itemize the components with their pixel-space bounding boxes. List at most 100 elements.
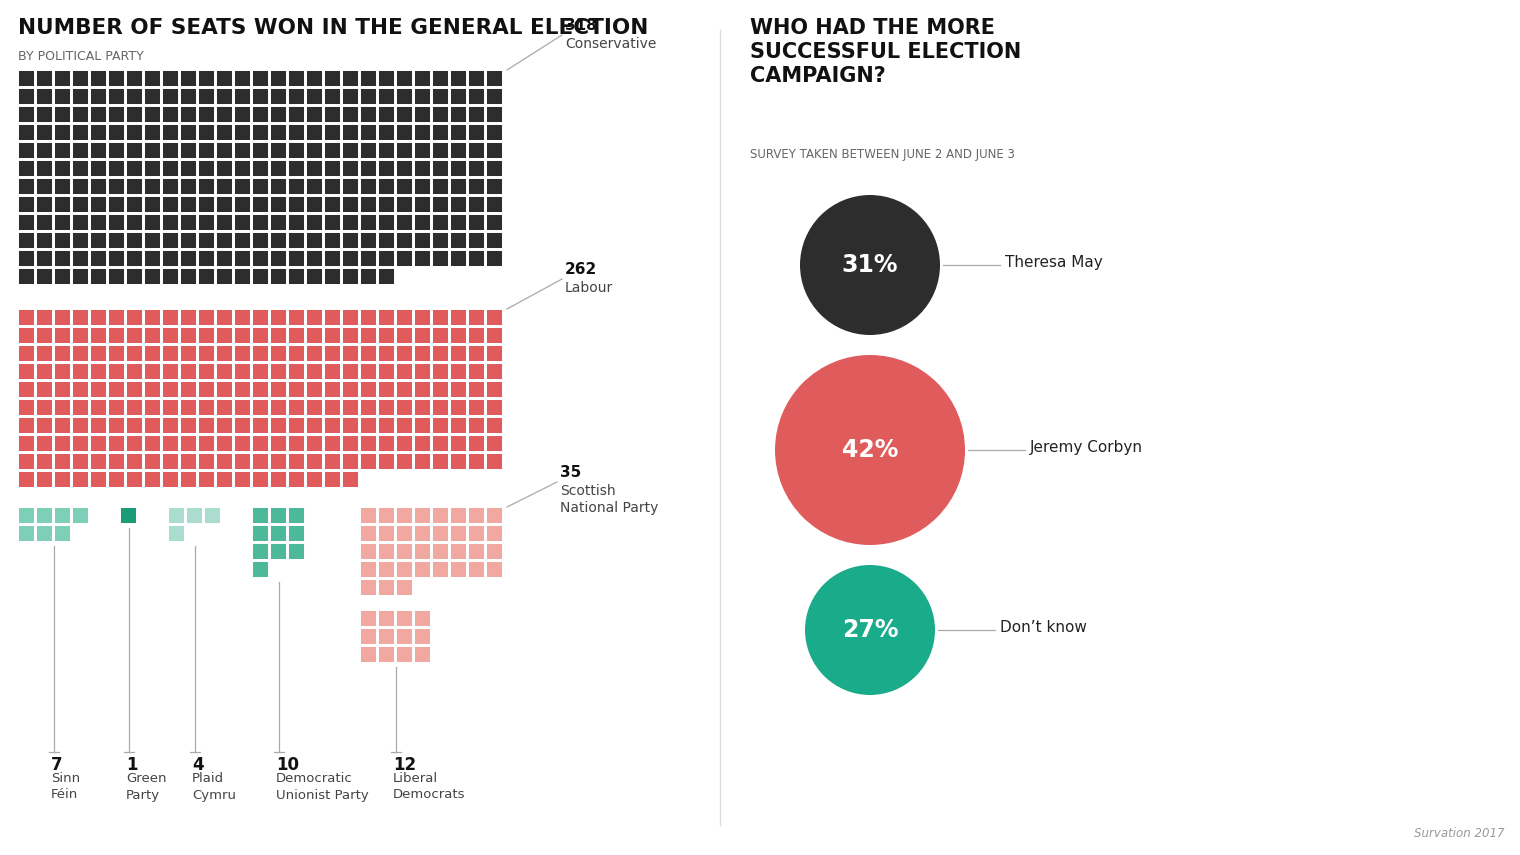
FancyBboxPatch shape [163, 453, 178, 469]
FancyBboxPatch shape [360, 543, 375, 559]
FancyBboxPatch shape [18, 453, 33, 469]
FancyBboxPatch shape [468, 453, 483, 469]
FancyBboxPatch shape [397, 453, 412, 469]
FancyBboxPatch shape [468, 160, 483, 176]
FancyBboxPatch shape [287, 525, 304, 541]
FancyBboxPatch shape [163, 417, 178, 433]
FancyBboxPatch shape [306, 327, 322, 343]
FancyBboxPatch shape [108, 232, 125, 248]
FancyBboxPatch shape [397, 579, 412, 595]
FancyBboxPatch shape [71, 471, 88, 487]
FancyBboxPatch shape [324, 160, 340, 176]
FancyBboxPatch shape [36, 142, 52, 158]
FancyBboxPatch shape [216, 232, 233, 248]
FancyBboxPatch shape [179, 106, 196, 122]
FancyBboxPatch shape [271, 471, 286, 487]
Text: 35: 35 [559, 465, 581, 480]
FancyBboxPatch shape [378, 646, 394, 662]
FancyBboxPatch shape [324, 345, 340, 361]
FancyBboxPatch shape [90, 417, 106, 433]
FancyBboxPatch shape [144, 160, 160, 176]
FancyBboxPatch shape [18, 142, 33, 158]
FancyBboxPatch shape [450, 345, 467, 361]
FancyBboxPatch shape [252, 309, 268, 325]
FancyBboxPatch shape [413, 646, 430, 662]
FancyBboxPatch shape [360, 88, 375, 104]
FancyBboxPatch shape [120, 507, 135, 523]
FancyBboxPatch shape [216, 453, 233, 469]
FancyBboxPatch shape [179, 268, 196, 284]
FancyBboxPatch shape [287, 345, 304, 361]
Text: SURVEY TAKEN BETWEEN JUNE 2 AND JUNE 3: SURVEY TAKEN BETWEEN JUNE 2 AND JUNE 3 [749, 148, 1015, 161]
FancyBboxPatch shape [287, 106, 304, 122]
FancyBboxPatch shape [360, 70, 375, 86]
FancyBboxPatch shape [163, 232, 178, 248]
FancyBboxPatch shape [36, 435, 52, 451]
FancyBboxPatch shape [413, 363, 430, 379]
FancyBboxPatch shape [287, 142, 304, 158]
FancyBboxPatch shape [287, 363, 304, 379]
FancyBboxPatch shape [216, 309, 233, 325]
FancyBboxPatch shape [306, 381, 322, 397]
FancyBboxPatch shape [179, 88, 196, 104]
FancyBboxPatch shape [378, 579, 394, 595]
FancyBboxPatch shape [71, 381, 88, 397]
FancyBboxPatch shape [432, 250, 448, 266]
FancyBboxPatch shape [397, 507, 412, 523]
FancyBboxPatch shape [234, 453, 249, 469]
FancyBboxPatch shape [198, 381, 214, 397]
FancyBboxPatch shape [432, 399, 448, 415]
FancyBboxPatch shape [108, 327, 125, 343]
FancyBboxPatch shape [360, 345, 375, 361]
FancyBboxPatch shape [397, 124, 412, 140]
FancyBboxPatch shape [468, 417, 483, 433]
FancyBboxPatch shape [360, 507, 375, 523]
FancyBboxPatch shape [306, 124, 322, 140]
FancyBboxPatch shape [306, 160, 322, 176]
FancyBboxPatch shape [397, 628, 412, 644]
FancyBboxPatch shape [144, 453, 160, 469]
FancyBboxPatch shape [198, 88, 214, 104]
FancyBboxPatch shape [486, 70, 502, 86]
FancyBboxPatch shape [126, 106, 141, 122]
FancyBboxPatch shape [486, 435, 502, 451]
FancyBboxPatch shape [468, 214, 483, 230]
FancyBboxPatch shape [55, 381, 70, 397]
FancyBboxPatch shape [432, 124, 448, 140]
FancyBboxPatch shape [324, 399, 340, 415]
FancyBboxPatch shape [287, 232, 304, 248]
FancyBboxPatch shape [432, 561, 448, 577]
FancyBboxPatch shape [90, 160, 106, 176]
FancyBboxPatch shape [271, 268, 286, 284]
FancyBboxPatch shape [432, 196, 448, 212]
FancyBboxPatch shape [450, 453, 467, 469]
FancyBboxPatch shape [36, 381, 52, 397]
FancyBboxPatch shape [450, 327, 467, 343]
FancyBboxPatch shape [306, 309, 322, 325]
FancyBboxPatch shape [450, 124, 467, 140]
FancyBboxPatch shape [397, 160, 412, 176]
FancyBboxPatch shape [108, 268, 125, 284]
FancyBboxPatch shape [144, 435, 160, 451]
FancyBboxPatch shape [179, 345, 196, 361]
FancyBboxPatch shape [169, 507, 184, 523]
FancyBboxPatch shape [252, 417, 268, 433]
FancyBboxPatch shape [198, 435, 214, 451]
FancyBboxPatch shape [432, 507, 448, 523]
FancyBboxPatch shape [397, 435, 412, 451]
FancyBboxPatch shape [306, 106, 322, 122]
FancyBboxPatch shape [432, 453, 448, 469]
FancyBboxPatch shape [90, 142, 106, 158]
FancyBboxPatch shape [144, 250, 160, 266]
FancyBboxPatch shape [432, 232, 448, 248]
FancyBboxPatch shape [18, 363, 33, 379]
Text: Plaid
Cymru: Plaid Cymru [192, 772, 236, 801]
FancyBboxPatch shape [271, 232, 286, 248]
FancyBboxPatch shape [71, 124, 88, 140]
FancyBboxPatch shape [108, 124, 125, 140]
FancyBboxPatch shape [413, 381, 430, 397]
FancyBboxPatch shape [271, 88, 286, 104]
FancyBboxPatch shape [378, 381, 394, 397]
FancyBboxPatch shape [198, 160, 214, 176]
FancyBboxPatch shape [271, 309, 286, 325]
